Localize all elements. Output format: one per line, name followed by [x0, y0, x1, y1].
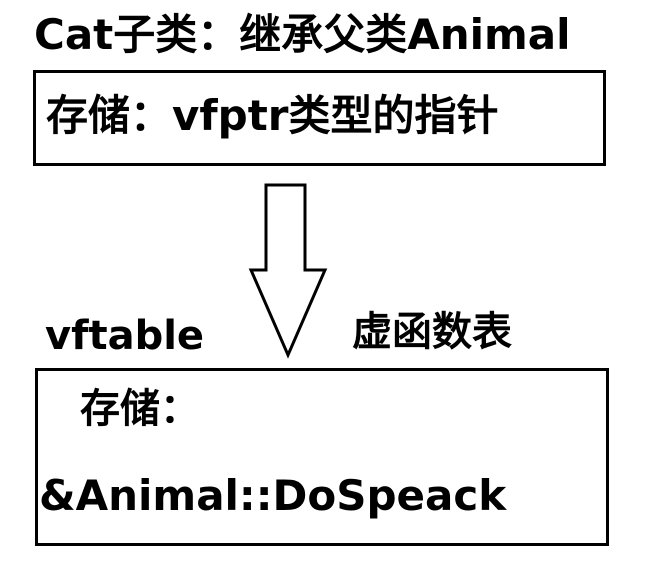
vftable-box-line2: &Animal::DoSpeack [39, 471, 507, 520]
object-box: 存储：vfptr类型的指针 [33, 70, 606, 166]
vftable-box: 存储： &Animal::DoSpeack [35, 368, 609, 546]
object-box-text: 存储：vfptr类型的指针 [46, 91, 499, 140]
vftable-box-line1: 存储： [80, 386, 200, 432]
vftable-label: vftable [45, 313, 205, 359]
diagram-title: Cat子类：继承父类Animal [34, 10, 571, 59]
vftable-cn-label: 虚函数表 [352, 309, 512, 355]
down-arrow-shape [248, 183, 328, 359]
